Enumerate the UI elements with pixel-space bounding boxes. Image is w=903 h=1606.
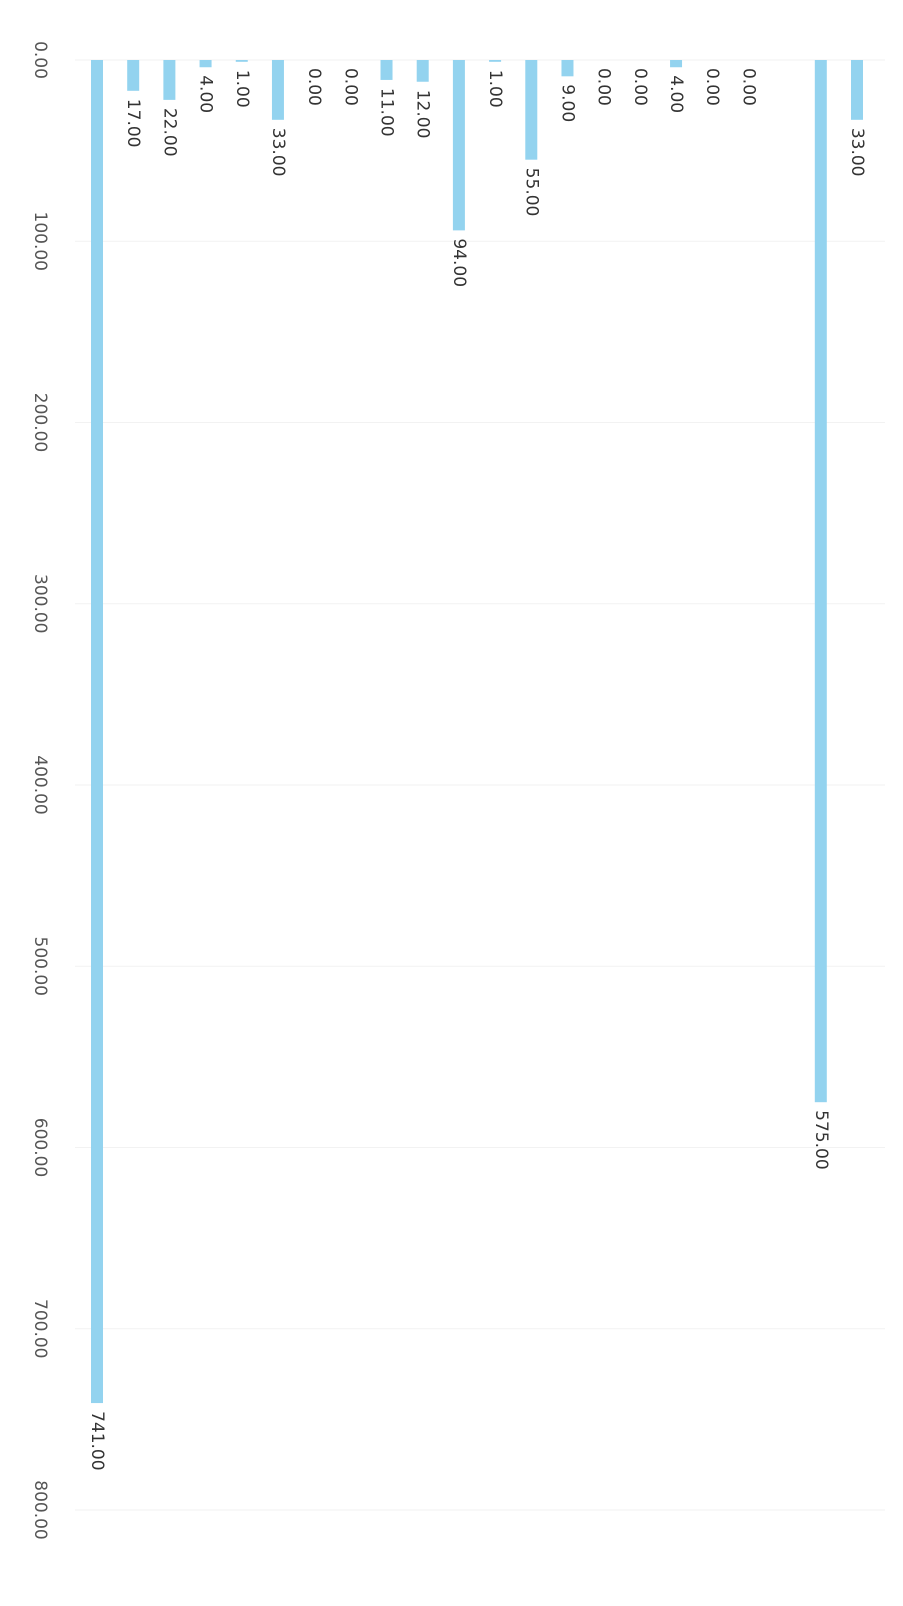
bar	[380, 60, 393, 80]
value-label: 33.00	[268, 128, 288, 177]
value-label: 17.00	[123, 99, 143, 148]
value-label: 11.00	[377, 88, 397, 137]
y-tick-label: 700.00	[30, 1299, 50, 1358]
value-label: 12.00	[413, 90, 433, 139]
bar	[525, 60, 538, 160]
bar	[670, 60, 683, 68]
value-label: 741.00	[87, 1411, 107, 1470]
value-label: 575.00	[811, 1110, 831, 1169]
value-label: 1.00	[485, 70, 505, 108]
value-label: 22.00	[159, 108, 179, 157]
value-label: 55.00	[521, 168, 541, 217]
value-label: 4.00	[666, 75, 686, 113]
bar	[814, 60, 827, 1103]
bar	[851, 60, 863, 120]
y-tick-label: 0.00	[30, 41, 50, 79]
bar	[416, 60, 429, 82]
y-tick-label: 800.00	[30, 1480, 50, 1539]
value-label: 33.00	[847, 128, 867, 177]
bar	[235, 60, 248, 62]
y-tick-label: 100.00	[30, 212, 50, 271]
bar	[271, 60, 284, 120]
value-label: 0.00	[702, 68, 722, 106]
y-tick-label: 500.00	[30, 937, 50, 996]
y-tick-label: 400.00	[30, 755, 50, 814]
value-label: 94.00	[449, 238, 469, 287]
value-label: 1.00	[232, 70, 252, 108]
value-label: 4.00	[196, 75, 216, 113]
y-tick-label: 600.00	[30, 1118, 50, 1177]
value-label: 0.00	[340, 68, 360, 106]
bar	[561, 60, 574, 77]
value-label: 9.00	[557, 84, 577, 122]
y-tick-label: 200.00	[30, 393, 50, 452]
bar	[489, 60, 502, 62]
value-label: 0.00	[594, 68, 614, 106]
value-label: 0.00	[304, 68, 324, 106]
value-label: 0.00	[630, 68, 650, 106]
bar	[91, 60, 103, 1404]
bar	[127, 60, 140, 91]
bar	[452, 60, 465, 231]
value-label: 0.00	[738, 68, 758, 106]
bar	[199, 60, 212, 68]
y-tick-label: 300.00	[30, 574, 50, 633]
bar	[163, 60, 176, 100]
